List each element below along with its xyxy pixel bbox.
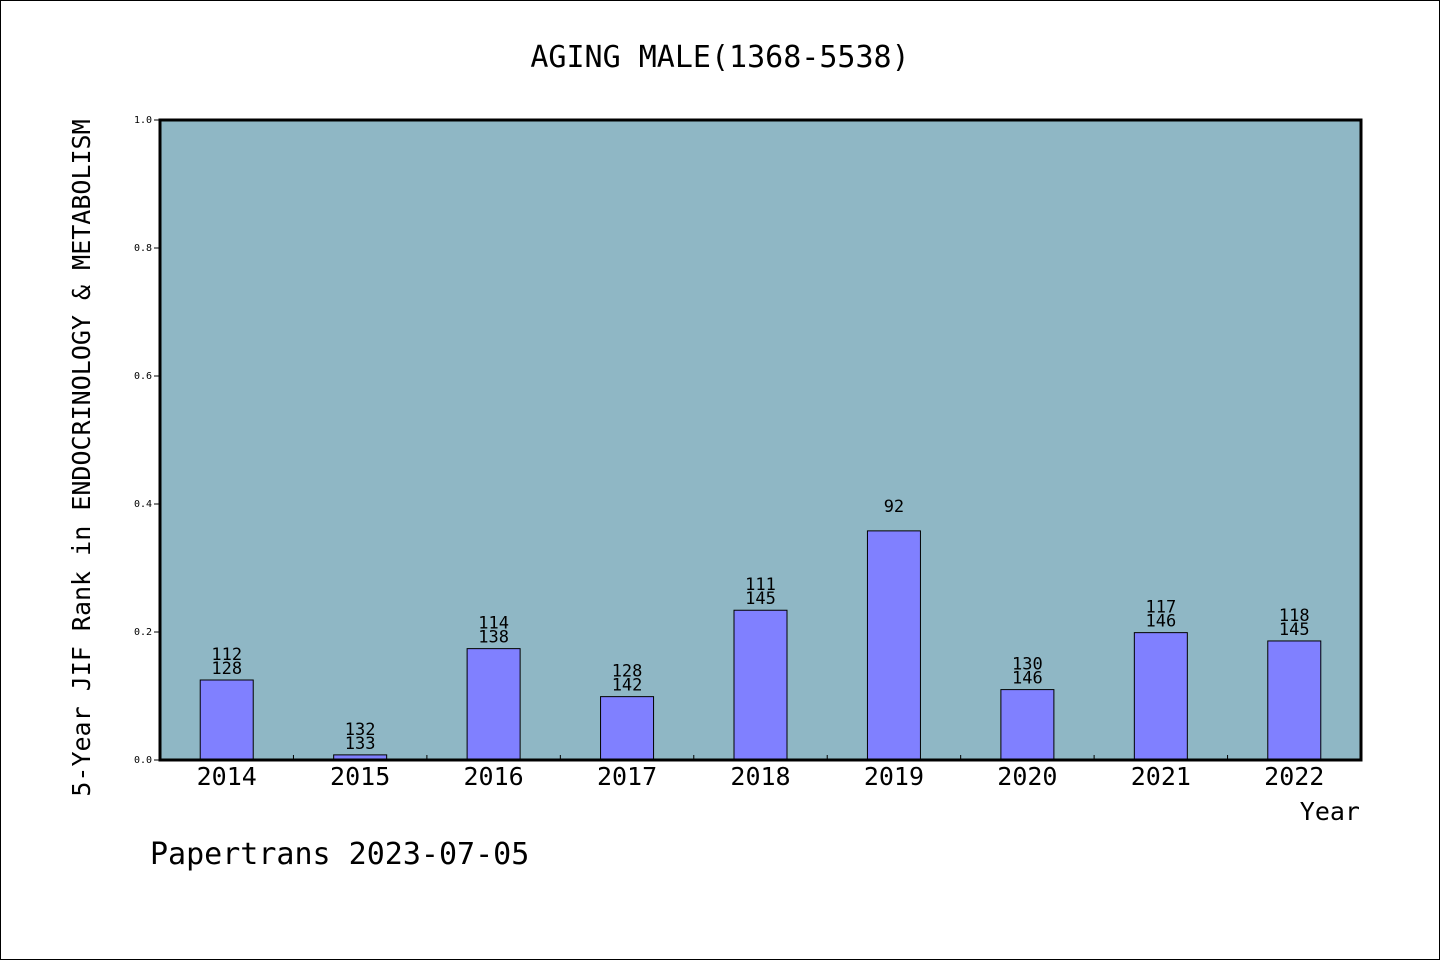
y-axis-label: 5-Year JIF Rank in ENDOCRINOLOGY & METAB…	[67, 119, 96, 796]
bar-rank-label: 132	[345, 720, 376, 740]
bar-2018	[733, 609, 788, 761]
bar-rank-label: 145	[745, 589, 776, 609]
x-axis-ticks: 2014 2015 2016 2017 2018 2019 2020 2021 2022	[197, 755, 1324, 791]
y-tick-label: 0.0	[134, 755, 152, 766]
y-tick-label: 0.6	[134, 371, 152, 382]
x-tick-label: 2018	[730, 762, 790, 791]
x-tick-label: 2016	[464, 762, 524, 791]
y-axis-ticks: 0.0 0.2 0.4 0.6 0.8 1.0	[134, 115, 160, 766]
bar-rank-label: 133	[345, 734, 376, 754]
bar-rank-label: 111	[745, 575, 776, 595]
bar-rank-label: 128	[211, 659, 242, 679]
x-tick-label: 2017	[597, 762, 657, 791]
bar-rank-label: 130	[1012, 655, 1043, 675]
bar-2017	[600, 696, 655, 761]
y-tick-label: 0.4	[134, 499, 152, 510]
x-tick-label: 2019	[864, 762, 924, 791]
bar-rank-label: 114	[478, 614, 509, 634]
bar-2014	[199, 679, 254, 761]
bar-2022	[1267, 640, 1322, 761]
bar-rank-label: 145	[1279, 620, 1310, 640]
y-tick-label: 0.2	[134, 627, 152, 638]
bar-rank-label: 117	[1145, 598, 1176, 618]
bar-rank-label: 118	[1279, 606, 1310, 626]
bar-rank-label: 146	[1012, 669, 1043, 689]
y-tick-label: 0.8	[134, 243, 152, 254]
x-tick-label: 2014	[197, 762, 257, 791]
bar-rank-label: 92	[884, 497, 904, 517]
chart-title: AGING MALE(1368-5538)	[530, 40, 909, 75]
bar-2019	[866, 530, 921, 761]
x-tick-label: 2021	[1131, 762, 1191, 791]
plot-border	[158, 118, 1363, 762]
x-tick-label: 2022	[1264, 762, 1324, 791]
bar-2020	[1000, 689, 1055, 761]
bar-rank-label: 128	[612, 662, 643, 682]
footer-credit: Papertrans 2023-07-05	[150, 837, 529, 872]
y-tick-label: 1.0	[134, 115, 152, 126]
bar-rank-label: 142	[612, 676, 643, 696]
x-tick-label: 2020	[997, 762, 1057, 791]
bars-group: 1121281321331141381281421111459213014611…	[199, 497, 1322, 761]
x-tick-label: 2015	[330, 762, 390, 791]
bar-rank-label: 146	[1145, 612, 1176, 632]
bar-2021	[1133, 632, 1188, 761]
bar-rank-label: 138	[478, 628, 509, 648]
bar-rank-label: 112	[211, 645, 242, 665]
bar-2016	[466, 648, 521, 761]
x-axis-label: Year	[1300, 797, 1360, 826]
